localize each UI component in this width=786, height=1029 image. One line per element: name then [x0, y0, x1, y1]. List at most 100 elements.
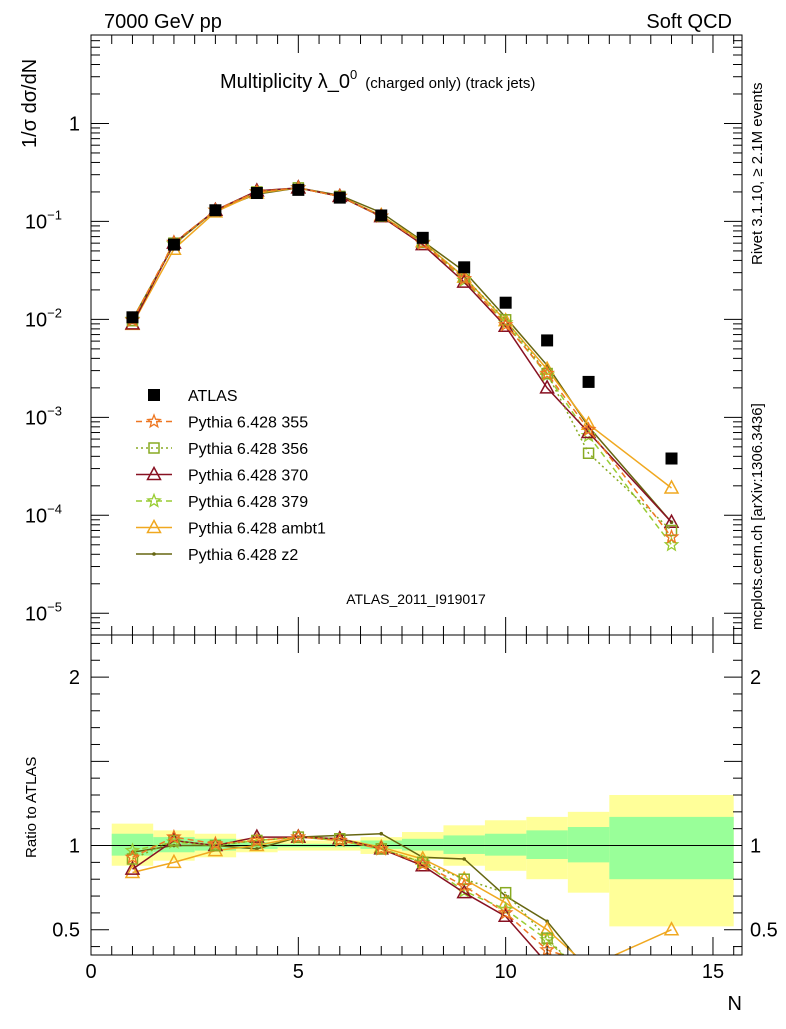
ratio-point-z2	[462, 857, 466, 861]
mcplots-label: mcplots.cern.ch [arXiv:1306.3436]	[749, 403, 766, 630]
band-inner	[443, 835, 485, 854]
ratio-point-p356	[168, 834, 180, 847]
analysis-label: ATLAS_2011_I919017	[346, 591, 486, 607]
x-tick-label: 15	[702, 961, 724, 983]
y-tick-label: 10−1	[25, 207, 62, 233]
point-atlas	[167, 238, 180, 251]
point-p379	[663, 536, 680, 552]
point-p355	[539, 365, 556, 381]
point-atlas	[541, 334, 554, 347]
series-p355	[124, 179, 680, 544]
ratio-point-p355	[456, 877, 473, 893]
legend-label-p355: Pythia 6.428 355	[188, 415, 308, 432]
point-p370	[663, 513, 680, 528]
legend-label-atlas: ATLAS	[188, 388, 238, 405]
ratio-point-p355	[207, 835, 224, 851]
ratio-point-ambt1	[663, 921, 680, 936]
band-inner	[360, 840, 402, 849]
y-tick-base: 10	[25, 309, 47, 331]
y-tick-base: 10	[25, 603, 47, 625]
main-title-sub: (charged only) (track jets)	[365, 75, 535, 92]
legend: ATLAS Pythia 6.428 355 Pythia 6.428 356 Pyt…	[136, 388, 326, 564]
main-ylabel: 1/σ dσ/dN	[19, 59, 41, 148]
point-p370	[539, 379, 555, 394]
point-atlas	[582, 375, 595, 388]
main-panel: 1/σ dσ/dN Multiplicity λ_00 (charged only…	[19, 34, 742, 636]
beam-label: 7000 GeV pp	[104, 11, 222, 33]
ratio-point-p355	[497, 904, 514, 920]
series-line-p355	[131, 187, 673, 538]
ratio-point-z2	[379, 831, 384, 836]
main-title: Multiplicity λ_00 (charged only) (track j…	[220, 67, 535, 93]
y-tick-exp: −5	[47, 599, 62, 614]
legend-label-p370: Pythia 6.428 370	[188, 468, 308, 485]
legend-marker-ambt1	[146, 518, 162, 534]
y-tick-exp: −2	[47, 305, 62, 320]
point-atlas	[665, 452, 678, 465]
ratio-point-p355	[124, 848, 141, 865]
point-atlas	[499, 296, 512, 309]
rivet-label: Rivet 3.1.10, ≥ 2.1M events	[749, 83, 766, 266]
x-tick-label: 5	[293, 961, 304, 983]
point-atlas	[375, 209, 388, 222]
main-yaxis: 10−510−410−310−210−11	[25, 34, 742, 636]
y-tick-base: 10	[25, 211, 47, 233]
ratio-panel: 0.5 0.5 1 1 2 2 0 5 10 15 Ratio to ATLAS N	[23, 635, 778, 1015]
legend-marker-p356	[148, 442, 160, 454]
point-p355	[663, 528, 680, 544]
legend-label-p356: Pythia 6.428 356	[188, 441, 308, 458]
ratio-point-p356	[209, 839, 222, 852]
y-tick-label: 10−4	[25, 501, 62, 527]
y-tick-exp: −1	[47, 207, 62, 222]
band-inner	[609, 816, 734, 880]
y-tick-base: 10	[25, 505, 47, 527]
ratio-point-ambt1	[166, 853, 182, 869]
legend-marker-p370	[146, 465, 162, 481]
point-p356	[582, 447, 595, 460]
main-series	[124, 179, 680, 552]
point-atlas	[458, 261, 471, 274]
ratio-y-tick-label: 1	[69, 836, 80, 858]
ratio-point-p355	[414, 855, 431, 871]
y-tick-label: 10−2	[25, 305, 62, 331]
point-p355	[497, 316, 514, 332]
band-inner	[401, 838, 444, 851]
point-atlas	[333, 191, 346, 204]
ratio-y-tick-label-right: 2	[750, 667, 761, 689]
x-tick-label: 10	[495, 961, 517, 983]
series-line-p379	[131, 187, 673, 546]
point-ambt1	[663, 479, 680, 494]
legend-label-p379: Pythia 6.428 379	[188, 494, 308, 511]
band-inner	[484, 833, 527, 856]
legend-marker-z2	[152, 552, 156, 556]
ratio-point-p370	[124, 860, 141, 875]
main-frame	[90, 34, 743, 636]
ratio-point-p355	[248, 832, 265, 848]
ratio-point-ambt1	[124, 863, 141, 879]
legend-label-z2: Pythia 6.428 z2	[188, 547, 298, 564]
point-p355	[456, 270, 473, 286]
ratio-y-tick-label: 0.5	[52, 920, 80, 942]
band-inner	[526, 830, 568, 859]
ratio-y-tick-label: 2	[69, 667, 80, 689]
ratio-frame	[90, 634, 743, 956]
point-atlas	[126, 311, 139, 324]
ratio-point-p356	[126, 853, 139, 865]
ratio-y-tick-label-right: 1	[750, 836, 761, 858]
point-atlas	[292, 183, 305, 196]
main-title-text: Multiplicity λ_0	[220, 71, 350, 93]
point-atlas	[250, 187, 263, 200]
y-tick-label: 10−3	[25, 403, 62, 429]
ratio-point-p355	[290, 828, 307, 844]
y-tick-exp: −3	[47, 403, 62, 418]
y-tick-label: 1	[69, 113, 80, 135]
ratio-ylabel: Ratio to ATLAS	[23, 757, 40, 858]
category-label: Soft QCD	[646, 11, 732, 33]
x-tick-label: 0	[85, 961, 96, 983]
legend-label-ambt1: Pythia 6.428 ambt1	[188, 521, 326, 538]
y-tick-base: 10	[25, 407, 47, 429]
ratio-point-p356	[458, 873, 470, 885]
ratio-point-p355	[165, 828, 182, 844]
legend-marker-p379	[146, 492, 162, 508]
